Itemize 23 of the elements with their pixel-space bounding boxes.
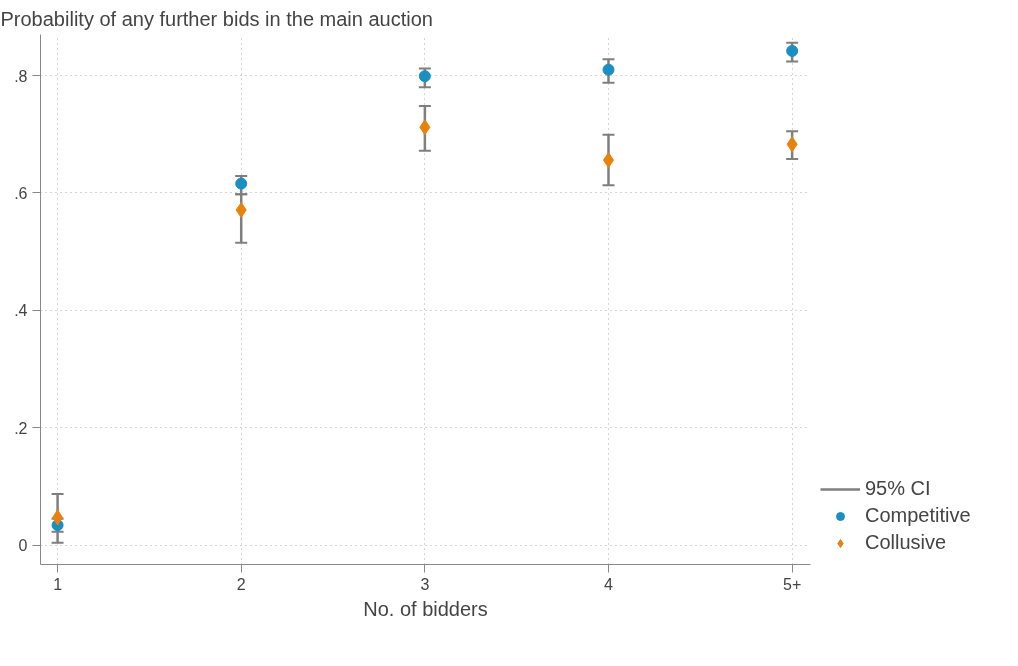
x-tick-label: 2 [236, 575, 246, 593]
legend-label: Collusive [865, 531, 947, 554]
point [235, 177, 248, 190]
y-tick-label: .8 [14, 67, 28, 85]
point [786, 136, 798, 153]
y-tick-label: .4 [14, 302, 28, 320]
x-tick-label: 1 [53, 575, 63, 593]
point [235, 201, 247, 218]
x-tick-label: 4 [604, 575, 614, 593]
x-tick-label: 3 [420, 575, 430, 593]
point [419, 119, 431, 136]
point [786, 44, 799, 57]
x-axis-title: No. of bidders [363, 597, 488, 620]
y-tick-label: .2 [14, 419, 28, 437]
point [418, 70, 431, 83]
legend-label: Competitive [865, 504, 971, 527]
y-tick-label: 0 [18, 537, 28, 555]
y-tick-label: .6 [14, 184, 28, 202]
point [52, 509, 64, 526]
text: 95% CI [865, 477, 931, 500]
point [602, 63, 615, 76]
x-tick-label: 5+ [783, 575, 802, 593]
chart-title: Probability of any further bids in the main auction [0, 7, 433, 30]
